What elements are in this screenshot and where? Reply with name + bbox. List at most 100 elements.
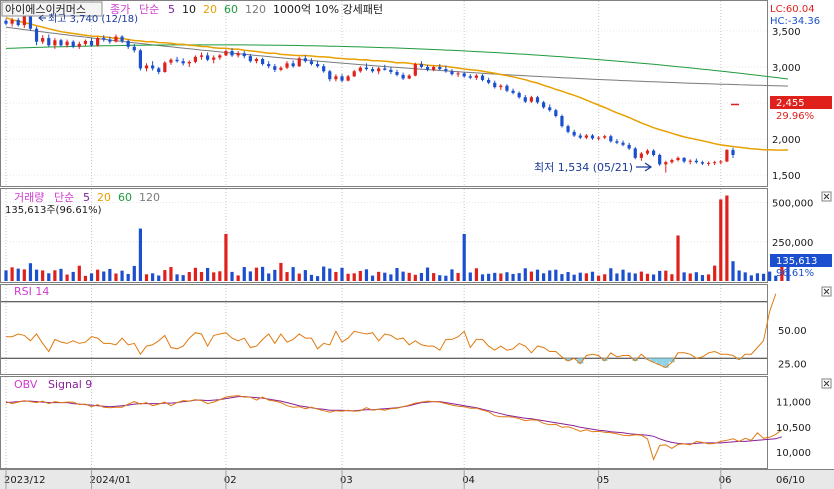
volume-bar	[34, 269, 39, 281]
volume-bar	[480, 274, 485, 281]
x-tick-label: 05	[597, 475, 610, 486]
candle-body	[505, 85, 509, 91]
candle-body	[334, 76, 338, 80]
volume-bar	[438, 275, 442, 281]
volume-bar	[639, 271, 643, 281]
candle-body	[236, 53, 240, 56]
candle-body	[254, 59, 259, 62]
candle-body	[658, 154, 662, 165]
x-tick-label: 03	[340, 475, 353, 486]
volume-bar	[487, 273, 491, 281]
volume-bar	[138, 228, 143, 281]
volume-bar	[132, 265, 136, 281]
candle-body	[474, 75, 479, 78]
volume-bar	[151, 273, 155, 281]
volume-bar	[749, 275, 753, 281]
volume-bar	[4, 270, 8, 281]
volume-bar	[584, 273, 588, 281]
candle-body	[407, 75, 411, 79]
candle-body	[230, 51, 234, 56]
price-tick-label: 2,000	[772, 135, 801, 146]
candle-body	[370, 69, 375, 72]
volume-bar	[352, 273, 356, 281]
candle-body	[260, 59, 265, 65]
volume-bar	[596, 275, 601, 281]
candle-body	[169, 59, 173, 63]
candle-body	[731, 149, 735, 155]
candle-body	[584, 135, 588, 138]
candle-body	[578, 135, 582, 138]
candle-body	[633, 148, 637, 158]
x-axis-labels: 2023/12 2024/01 02 03 04 05 06	[4, 469, 732, 489]
candle-body	[248, 56, 252, 62]
close-icon[interactable]	[821, 286, 832, 297]
price-legend-item: 1000억 10% 강세패턴	[273, 3, 383, 16]
volume-bar	[670, 274, 674, 281]
volume-bar	[609, 268, 613, 281]
volume-bar	[761, 273, 766, 281]
volume-bar	[548, 270, 552, 281]
candle-body	[303, 58, 307, 62]
candle-body	[694, 160, 698, 163]
obv-tick-label: 11,000	[776, 398, 811, 409]
candle-body	[639, 153, 643, 158]
candle-body	[102, 38, 106, 40]
candle-body	[212, 57, 216, 60]
candle-body	[548, 107, 552, 111]
candle-body	[53, 40, 57, 46]
volume-bar	[22, 269, 26, 281]
candle-body	[706, 162, 711, 164]
volume-bar	[389, 274, 393, 281]
volume-bar	[572, 274, 576, 281]
volume-bar	[578, 272, 582, 281]
candle-body	[242, 53, 246, 57]
candle-body	[114, 36, 118, 42]
close-icon[interactable]	[821, 191, 832, 202]
volume-bar	[297, 273, 301, 281]
volume-bar	[254, 267, 259, 281]
volume-bar	[212, 272, 216, 281]
candle-body	[480, 75, 485, 80]
candle-body	[566, 126, 570, 132]
volume-bar	[364, 269, 369, 281]
volume-bar	[444, 275, 448, 281]
price-tick-label: 3,000	[772, 63, 801, 74]
candle-body	[77, 43, 81, 47]
volume-bar	[206, 267, 210, 281]
candle-body	[96, 38, 100, 46]
candle-body	[364, 67, 369, 70]
volume-bar	[651, 274, 656, 281]
volume-bar	[96, 269, 100, 281]
candle-body	[340, 76, 344, 81]
price-tag-box	[770, 96, 832, 109]
volume-bar	[493, 272, 497, 281]
price-legend-item: 단순	[139, 3, 159, 16]
volume-legend-item: 거래량	[14, 191, 44, 204]
price-layer	[4, 13, 789, 173]
candle-body	[285, 63, 289, 68]
candle-body	[132, 46, 136, 51]
candle-body	[645, 150, 650, 154]
volume-bar	[682, 272, 686, 281]
volume-bar	[633, 273, 637, 281]
volume-bar	[224, 233, 228, 281]
volume-tick-label: 500,000	[772, 199, 813, 210]
price-tag: 2,455	[776, 98, 805, 109]
volume-bar	[621, 269, 625, 281]
candle-body	[389, 69, 393, 72]
price-legend-item: 20	[203, 3, 217, 16]
x-axis-right-label: 06/10	[776, 475, 805, 486]
obv-tick-label: 10,500	[776, 423, 811, 434]
candle-body	[401, 74, 405, 79]
candle-body	[28, 16, 33, 29]
ma5-line	[5, 26, 789, 87]
low-arrow-icon	[636, 162, 653, 172]
volume-bar	[432, 273, 436, 281]
volume-bar	[542, 273, 546, 281]
candle-body	[267, 64, 271, 67]
candle-body	[438, 66, 442, 70]
candle-body	[187, 61, 191, 64]
close-icon[interactable]	[821, 378, 832, 389]
volume-legend-item: 120	[139, 191, 160, 204]
volume-bar	[370, 275, 375, 281]
